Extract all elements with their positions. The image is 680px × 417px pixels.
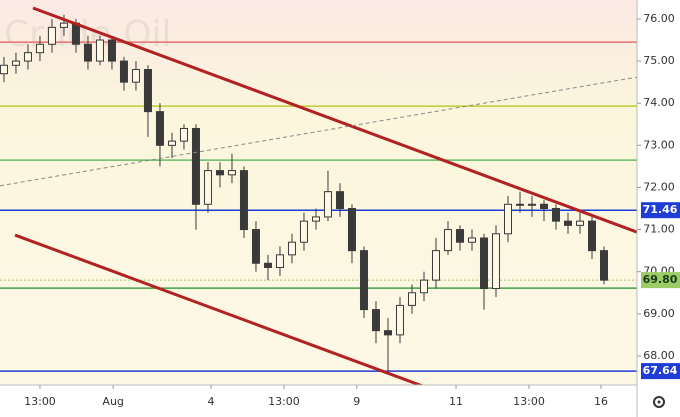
candle-body [107, 39, 116, 62]
candle-body [371, 309, 380, 332]
candle-body [563, 220, 572, 226]
y-tick-label: 68.00 [643, 349, 675, 362]
candle-body [479, 237, 488, 290]
y-tick-label: 73.00 [643, 138, 675, 151]
candle-body [131, 69, 140, 83]
price-tag [641, 202, 680, 219]
y-tick-label: 75.00 [643, 54, 675, 67]
candle-body [0, 64, 8, 75]
candle-body [323, 191, 332, 218]
candle-body [227, 170, 236, 176]
y-tick-label: 69.00 [643, 307, 675, 320]
candle-body [587, 220, 596, 252]
x-tick-label: Aug [102, 395, 123, 408]
candle-body [551, 208, 560, 222]
candle-body [395, 304, 404, 336]
price-tag [641, 363, 680, 380]
candle-body [95, 39, 104, 62]
candle-body [383, 330, 392, 336]
price-tag-label: 67.64 [643, 364, 678, 377]
settings-icon[interactable] [653, 396, 665, 408]
trend-line [32, 6, 637, 234]
trend-line [14, 233, 425, 385]
candle-body [527, 203, 536, 206]
candle-body [35, 43, 44, 54]
x-tick-label: 9 [353, 395, 360, 408]
price-tag [641, 272, 680, 289]
candle-body [215, 170, 224, 176]
candle-body [23, 52, 32, 62]
candle-body [407, 292, 416, 306]
candle-body [347, 208, 356, 252]
candle-body [467, 237, 476, 243]
candle-body [191, 127, 200, 205]
candle-body [47, 26, 56, 45]
candle-body [179, 127, 188, 142]
candle-body [11, 60, 20, 66]
y-tick-label: 74.00 [643, 96, 675, 109]
candle-body [299, 220, 308, 243]
candle-body [275, 254, 284, 268]
candle-body [455, 229, 464, 243]
price-tag-label: 69.80 [643, 273, 678, 286]
candle-body [239, 170, 248, 231]
candle-body [155, 111, 164, 146]
y-tick-label: 76.00 [643, 12, 675, 25]
x-tick-label: 13:00 [268, 395, 300, 408]
candle-body [491, 233, 500, 290]
y-tick-label: 71.00 [643, 223, 675, 236]
candle-body [203, 170, 212, 205]
plot-background [0, 0, 637, 385]
candle-body [263, 262, 272, 268]
plot-area [0, 6, 637, 385]
candle-body [251, 229, 260, 264]
candle-body [119, 60, 128, 83]
candle-body [515, 203, 524, 206]
candle-body [59, 22, 68, 28]
y-tick-label: 72.00 [643, 180, 675, 193]
candle-body [503, 203, 512, 235]
x-tick-label: 11 [449, 395, 463, 408]
candle-body [443, 229, 452, 252]
candle-body [419, 279, 428, 294]
candle-body [539, 203, 548, 210]
candle-body [167, 140, 176, 146]
x-tick-label: 4 [207, 395, 214, 408]
x-tick-label: 13:00 [24, 395, 56, 408]
x-tick-label: 16 [594, 395, 608, 408]
candle-body [575, 220, 584, 226]
candle-body [431, 250, 440, 281]
candle-body [335, 191, 344, 210]
x-tick-label: 13:00 [513, 395, 545, 408]
trend-line [0, 76, 637, 187]
candle-body [287, 241, 296, 256]
candle-body [359, 250, 368, 311]
candle-body [83, 43, 92, 62]
price-tag-label: 71.46 [643, 203, 678, 216]
candle-body [599, 250, 608, 281]
candle-body [143, 69, 152, 113]
axes: 68.0069.0070.0071.0072.0073.0074.0075.00… [24, 12, 680, 408]
candle-body [311, 216, 320, 222]
